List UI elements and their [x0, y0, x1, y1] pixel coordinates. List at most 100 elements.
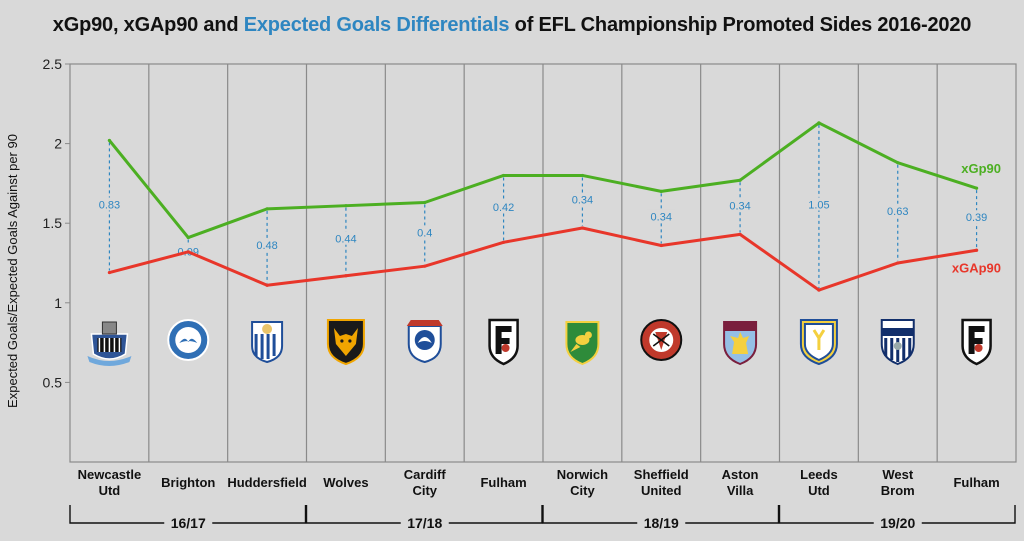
category-label: Utd	[808, 483, 830, 498]
y-tick-label: 1.5	[43, 215, 63, 231]
y-axis-label: Expected Goals/Expected Goals Against pe…	[5, 134, 20, 408]
xgp90-point	[896, 161, 900, 165]
y-tick-label: 2.5	[43, 56, 63, 72]
huddersfield-crest	[251, 321, 284, 364]
category-label: United	[641, 483, 682, 498]
differential-label-bg	[410, 225, 439, 239]
xgp90-point	[265, 207, 269, 211]
season-label-bg	[164, 514, 213, 532]
category-label: Villa	[727, 483, 754, 498]
differential-label: 0.83	[99, 199, 120, 211]
differential-label: 0.34	[729, 200, 750, 212]
category-label: Huddersfield	[227, 475, 307, 490]
differential-label-bg	[95, 197, 124, 211]
wolves-crest	[326, 319, 365, 366]
differential-label: 0.48	[256, 240, 277, 252]
category-label: Utd	[99, 483, 121, 498]
xgp90-point	[738, 178, 742, 182]
xgap90-point	[265, 283, 269, 287]
differential-label: 0.42	[493, 202, 514, 214]
category-label: Newcastle	[78, 467, 142, 482]
west-brom-crest	[880, 319, 915, 366]
differential-label-bg	[804, 197, 833, 211]
differential-label-bg	[331, 231, 360, 245]
category-label: Brom	[881, 483, 915, 498]
category-label: Sheffield	[634, 467, 689, 482]
season-label: 17/18	[407, 515, 442, 531]
aston-villa-crest	[723, 321, 758, 366]
xgp90-point	[501, 173, 506, 178]
newcastle-crest	[87, 321, 132, 366]
category-label: City	[570, 483, 595, 498]
y-tick-label: 2	[54, 136, 62, 152]
differential-label: 0.34	[651, 211, 672, 223]
differential-label: 1.05	[808, 199, 829, 211]
xgp90-point	[344, 204, 348, 208]
differential-label-bg	[253, 238, 282, 252]
differential-label: 0.39	[966, 212, 987, 224]
category-label: Aston	[722, 467, 759, 482]
xgp90-point	[423, 200, 427, 205]
xgp90-point	[580, 173, 585, 178]
differential-label: 0.44	[335, 234, 356, 246]
differential-label-bg	[726, 198, 755, 212]
differential-label-bg	[568, 192, 597, 206]
xgap90-point	[423, 264, 427, 268]
fulham-crest	[961, 318, 992, 366]
season-label: 19/20	[880, 515, 915, 531]
title-part-1: xGp90, xGAp90 and	[52, 14, 244, 36]
xgp90-point	[107, 138, 112, 143]
xgap90-point	[817, 288, 821, 292]
differential-label: 0.34	[572, 195, 593, 207]
season-label: 16/17	[171, 515, 206, 531]
series-layer: xGp90 xGAp90	[107, 121, 1001, 292]
category-label: Wolves	[323, 475, 368, 490]
xgp90-line	[107, 121, 979, 240]
category-label: Brighton	[161, 475, 215, 490]
category-label: City	[412, 483, 437, 498]
category-label: Cardiff	[404, 467, 447, 482]
xgap90-point	[107, 270, 112, 275]
y-tick-label: 1	[54, 295, 62, 311]
xgap90-point	[896, 261, 900, 265]
xgap90-point	[186, 250, 190, 254]
grid-layer	[69, 63, 1017, 463]
season-label: 18/19	[644, 515, 679, 531]
y-tick-label: 0.5	[43, 374, 63, 390]
xgp90-point	[817, 121, 821, 125]
season-label-bg	[637, 514, 686, 532]
xgap90-point	[501, 240, 506, 244]
differential-label-bg	[962, 210, 991, 224]
category-label: Leeds	[800, 467, 838, 482]
category-label: Fulham	[480, 475, 526, 490]
differential-label-bg	[883, 203, 912, 217]
xgap90-point	[659, 243, 663, 248]
season-groups: 16/17 17/18 18/19 19/20	[69, 505, 1016, 532]
norwich-crest	[565, 321, 600, 366]
season-label-bg	[400, 514, 449, 532]
xgap90-point	[738, 232, 742, 236]
title-part-2: of EFL Championship Promoted Sides 2016-…	[509, 14, 972, 36]
xgp90-point	[974, 186, 979, 190]
leeds-crest	[799, 319, 838, 366]
xgap90-point	[580, 226, 585, 230]
y-axis: 0.5 1 1.5 2 2.5 Expected Goals/Expected Goals…	[5, 56, 70, 408]
title-highlight: Expected Goals Differentials	[243, 14, 510, 36]
xgp90-point	[186, 235, 190, 240]
sheffield-united-crest	[640, 319, 683, 361]
crest-layer	[87, 318, 992, 366]
xgap90-line	[107, 226, 979, 292]
differential-label-bg	[647, 209, 676, 223]
chart-title: xGp90, xGAp90 and Expected Goals Differe…	[0, 14, 1024, 37]
season-label-bg	[873, 514, 922, 532]
differential-label-bg	[489, 199, 518, 213]
brighton-crest	[167, 319, 210, 361]
differential-label: 0.4	[417, 227, 432, 239]
cardiff-crest	[406, 320, 443, 364]
category-label: Norwich	[557, 467, 608, 482]
fulham-crest	[488, 318, 519, 366]
category-label: West	[882, 467, 913, 482]
xgap90-point	[344, 274, 348, 278]
